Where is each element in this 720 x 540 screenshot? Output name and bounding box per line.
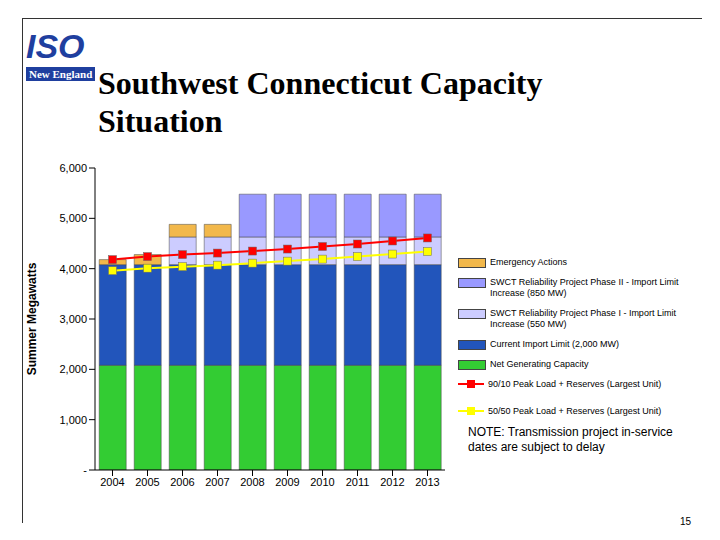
- svg-text:2006: 2006: [170, 476, 194, 488]
- html-text:50/50 Peak Load + Reserves (La: 50/50 Peak Load + Reserves (Largest Unit…: [488, 406, 662, 416]
- svg-text:2009: 2009: [275, 476, 299, 488]
- svg-text:2007: 2007: [205, 476, 229, 488]
- svg-text:2010: 2010: [310, 476, 334, 488]
- html-text:SWCT Reliability Project Phase: SWCT Reliability Project Phase I - Impor…: [490, 308, 676, 329]
- svg-text:2008: 2008: [240, 476, 264, 488]
- html-text:15: 15: [680, 516, 692, 527]
- svg-text:2005: 2005: [135, 476, 159, 488]
- svg-text:5,000: 5,000: [59, 212, 87, 224]
- html-text:Net Generating Capacity: Net Generating Capacity: [490, 359, 589, 369]
- html-text:90/10 Peak Load + Reserves (La: 90/10 Peak Load + Reserves (Largest Unit…: [488, 379, 662, 389]
- html-text:SWCT Reliability Project Phase: SWCT Reliability Project Phase II - Impo…: [490, 277, 679, 298]
- svg-text:6,000: 6,000: [59, 162, 87, 174]
- html-text:Current Import Limit (2,000 MW: Current Import Limit (2,000 MW): [490, 339, 619, 349]
- svg-text:4,000: 4,000: [59, 263, 87, 275]
- html-text:NOTE: Transmission project in-: NOTE: Transmission project in-service da…: [468, 425, 673, 454]
- html-text:Southwest Connecticut Capacity: Southwest Connecticut Capacity Situation: [98, 65, 543, 139]
- svg-text:Summer Megawatts: Summer Megawatts: [25, 262, 39, 375]
- svg-text:2011: 2011: [346, 476, 370, 488]
- svg-text:2004: 2004: [100, 476, 124, 488]
- svg-text:2013: 2013: [415, 476, 439, 488]
- svg-text:2012: 2012: [380, 476, 404, 488]
- svg-text:-: -: [83, 464, 87, 476]
- html-text:ISO: ISO: [26, 27, 85, 65]
- svg-text:1,000: 1,000: [59, 414, 87, 426]
- svg-text:3,000: 3,000: [59, 313, 87, 325]
- html-text:Emergency Actions: Emergency Actions: [490, 257, 567, 267]
- svg-text:2,000: 2,000: [59, 363, 87, 375]
- html-text:New England: New England: [29, 68, 93, 80]
